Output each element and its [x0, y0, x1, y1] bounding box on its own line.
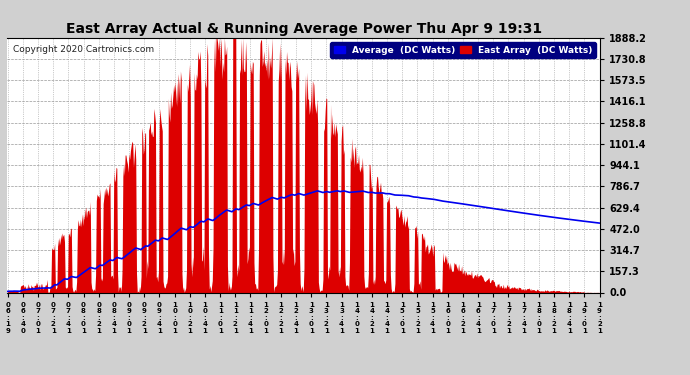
Title: East Array Actual & Running Average Power Thu Apr 9 19:31: East Array Actual & Running Average Powe…: [66, 22, 542, 36]
Legend: Average  (DC Watts), East Array  (DC Watts): Average (DC Watts), East Array (DC Watts…: [331, 42, 595, 58]
Text: Copyright 2020 Cartronics.com: Copyright 2020 Cartronics.com: [13, 45, 154, 54]
